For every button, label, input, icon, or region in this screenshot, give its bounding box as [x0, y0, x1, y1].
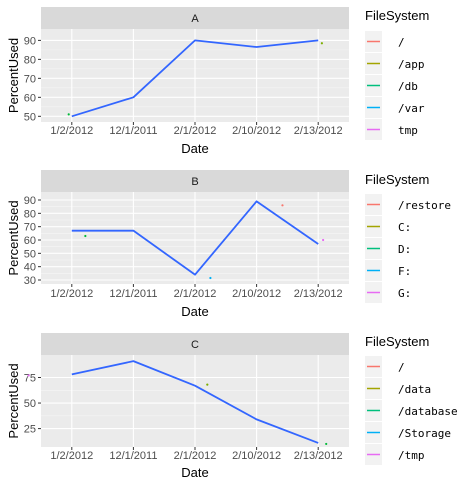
y-tick-label: 80: [24, 54, 36, 66]
legend-label: /: [398, 36, 405, 49]
legend-title: FileSystem: [365, 334, 429, 349]
legend: FileSystem/restore C: D: F: G:: [365, 172, 451, 303]
facet-panel-a: A 50 60 70 80 90 1/2/2012 12/1/2011 2/1/2012 2/10…: [6, 7, 429, 156]
y-tick-label: 60: [24, 235, 36, 247]
facet-strip: [41, 7, 349, 29]
x-tick-label: 2/13/2012: [294, 450, 343, 462]
legend-label: /var: [398, 102, 425, 115]
x-tick-label: 12/1/2011: [109, 450, 157, 462]
y-axis-title: PercentUsed: [6, 363, 21, 438]
x-tick-label: 2/1/2012: [174, 288, 217, 300]
x-tick-label: 1/2/2012: [50, 288, 93, 300]
data-point: [209, 276, 212, 280]
x-tick-label: 1/2/2012: [50, 450, 93, 462]
facet-strip-label: B: [191, 176, 198, 188]
y-tick-label: 75: [24, 372, 36, 384]
facet-strip-label: C: [191, 339, 199, 351]
y-tick-label: 90: [24, 35, 36, 47]
y-axis-title: PercentUsed: [6, 38, 21, 113]
data-point: [320, 42, 323, 45]
y-tick-label: 50: [24, 111, 36, 123]
series-line: [71, 200, 319, 276]
data-point: [322, 238, 325, 242]
x-axis-title: Date: [181, 141, 208, 156]
x-tick-label: 2/13/2012: [294, 288, 343, 300]
x-tick-label: 2/10/2012: [232, 450, 281, 462]
legend-label: tmp: [398, 124, 418, 137]
data-point: [84, 234, 87, 238]
data-point: [27, 374, 30, 377]
legend-title: FileSystem: [365, 8, 429, 23]
legend-label: C:: [398, 221, 411, 234]
facet-strip: [41, 333, 349, 355]
legend-label: /: [398, 361, 405, 374]
y-axis-title: PercentUsed: [6, 200, 21, 275]
legend-label: G:: [398, 287, 411, 300]
series-line: [71, 39, 319, 118]
legend-label: /tmp: [398, 449, 425, 462]
series-line: [71, 360, 319, 444]
y-tick-label: 50: [24, 248, 36, 260]
legend-label: /database: [398, 405, 458, 418]
y-tick-label: 70: [24, 73, 36, 85]
legend-label: /db: [398, 80, 418, 93]
data-point: [206, 383, 209, 386]
legend-label: D:: [398, 243, 411, 256]
legend-label: /data: [398, 383, 431, 396]
legend: FileSystem / /data/database/Storage/tmp: [365, 334, 458, 465]
y-tick-label: 90: [24, 195, 36, 207]
x-tick-label: 12/1/2011: [109, 125, 157, 137]
data-point: [67, 113, 70, 116]
legend-label: /app: [398, 58, 425, 71]
y-tick-label: 80: [24, 208, 36, 220]
x-tick-label: 1/2/2012: [50, 125, 93, 137]
x-axis-title: Date: [181, 465, 208, 480]
y-tick-label: 40: [24, 262, 36, 274]
x-tick-label: 2/13/2012: [294, 125, 343, 137]
data-point: [325, 442, 328, 446]
x-tick-label: 2/10/2012: [232, 125, 281, 137]
x-tick-label: 2/1/2012: [174, 450, 217, 462]
y-tick-label: 25: [24, 424, 36, 436]
y-tick-label: 30: [24, 275, 36, 287]
facet-strip-label: A: [191, 13, 199, 25]
legend-label: F:: [398, 265, 411, 278]
legend-title: FileSystem: [365, 172, 429, 187]
facet-strip: [41, 170, 349, 192]
facet-panel-c: C 25 50 75 1/2/2012 12/1/2011 2/1/2012 2/10/201…: [6, 333, 458, 480]
data-point: [281, 204, 284, 207]
legend-label: /restore: [398, 199, 451, 212]
x-tick-label: 12/1/2011: [109, 288, 157, 300]
legend-label: /Storage: [398, 427, 451, 440]
legend: FileSystem / /app/db/var tmp: [365, 8, 429, 140]
y-tick-label: 60: [24, 92, 36, 104]
y-tick-label: 50: [24, 398, 36, 410]
y-tick-label: 70: [24, 222, 36, 234]
x-tick-label: 2/1/2012: [174, 125, 217, 137]
x-tick-label: 2/10/2012: [232, 288, 281, 300]
x-axis-title: Date: [181, 304, 208, 319]
